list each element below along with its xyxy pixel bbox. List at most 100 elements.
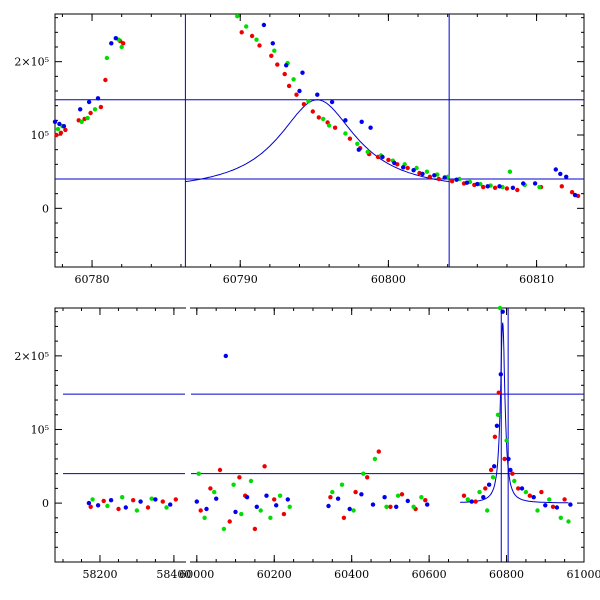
data-point-red [294,92,299,97]
data-point-blue [61,124,67,129]
data-point-green [287,504,292,509]
data-point-red [502,456,507,462]
data-point-blue [343,118,348,123]
data-point-red [386,157,391,163]
data-point-blue [464,180,470,185]
data-point-green [355,141,360,146]
data-point-blue [359,119,364,125]
data-point-green [535,508,540,513]
top-panel-zoomed-light-curve: 0 10⁵ 2×10⁵ 60780 60790 60800 60810 [14,13,585,286]
data-point-red [257,43,262,48]
data-point-green [372,456,378,462]
data-point-red [116,506,121,512]
data-point-green [330,489,335,495]
data-point-green [326,123,332,128]
data-point-blue [78,107,83,112]
data-point-green [272,48,277,53]
x-tick-label: 60200 [257,568,292,581]
data-point-red [173,497,178,502]
data-point-red [376,449,381,454]
data-point-red [208,486,213,491]
data-point-red [269,53,274,58]
data-point-blue [494,423,500,428]
data-point-blue [113,36,119,41]
data-point-red [310,109,315,114]
data-point-blue [485,184,490,189]
data-point-green [212,489,217,495]
data-point-green [196,471,201,476]
data-point-blue [315,92,320,97]
data-point-red [131,498,136,503]
data-point-red [227,519,232,524]
data-point-red [101,498,106,504]
data-point-green [202,515,207,520]
data-point-blue [568,502,573,507]
data-point-blue [475,181,480,187]
y-tick-label: 10⁵ [31,129,49,142]
data-point-red [249,33,255,39]
data-point-blue [204,506,209,512]
data-point-green [558,515,563,520]
y-tick-label: 10⁵ [31,423,49,436]
data-point-blue [411,168,416,173]
data-point-blue [284,63,289,68]
data-point-red [237,475,242,480]
data-point-blue [498,372,503,377]
data-point-green [361,471,366,476]
data-point-green [339,482,345,487]
data-point-blue [233,509,238,515]
data-point-red [275,62,280,67]
data-point-green [92,107,98,112]
x-tick-label: 60800 [371,273,406,286]
x-tick-label: 60600 [412,568,447,581]
x-tick-label: 60790 [223,273,258,286]
data-point-green [221,526,227,532]
data-point-blue [486,482,492,487]
data-point-green [268,515,273,520]
data-point-red [328,495,333,500]
data-point-green [85,115,90,121]
data-point-blue [300,70,305,75]
data-point-green [134,508,140,513]
data-point-green [384,504,389,509]
data-point-green [504,438,509,443]
data-point-blue [86,99,92,105]
data-point-green [490,475,496,480]
data-point-red [58,130,64,135]
data-point-blue [254,504,259,509]
x-tick-label: 58400 [156,568,191,581]
data-point-blue [194,499,199,504]
data-point-blue [394,504,399,509]
data-point-blue [261,22,267,28]
data-point-blue [270,41,275,46]
data-point-red [449,179,455,184]
data-point-red [145,505,151,510]
data-point-red [98,104,104,110]
data-point-green [485,508,490,513]
y-tick-label: 2×10⁵ [14,350,49,363]
data-point-red [473,499,478,504]
data-point-blue [454,177,459,182]
data-point-red [405,165,410,171]
data-point-red [347,136,353,141]
x-tick-label: 60000 [179,568,214,581]
data-point-green [90,497,95,502]
data-point-blue [521,181,526,186]
x-tick-label: 61000 [567,568,600,581]
data-point-blue [86,500,92,506]
data-point-green [149,496,154,501]
data-point-blue [109,41,114,46]
data-point-red [103,77,108,83]
x-tick-label: 60810 [519,273,554,286]
data-point-blue [382,495,387,500]
data-point-blue [52,119,58,125]
data-point-blue [285,497,290,502]
data-point-red [496,390,501,395]
data-point-red [88,504,93,509]
data-point-blue [335,496,341,501]
axis-break-gap [186,306,190,564]
data-point-green [351,508,356,513]
data-point-red [121,41,126,46]
data-point-red [562,497,567,502]
